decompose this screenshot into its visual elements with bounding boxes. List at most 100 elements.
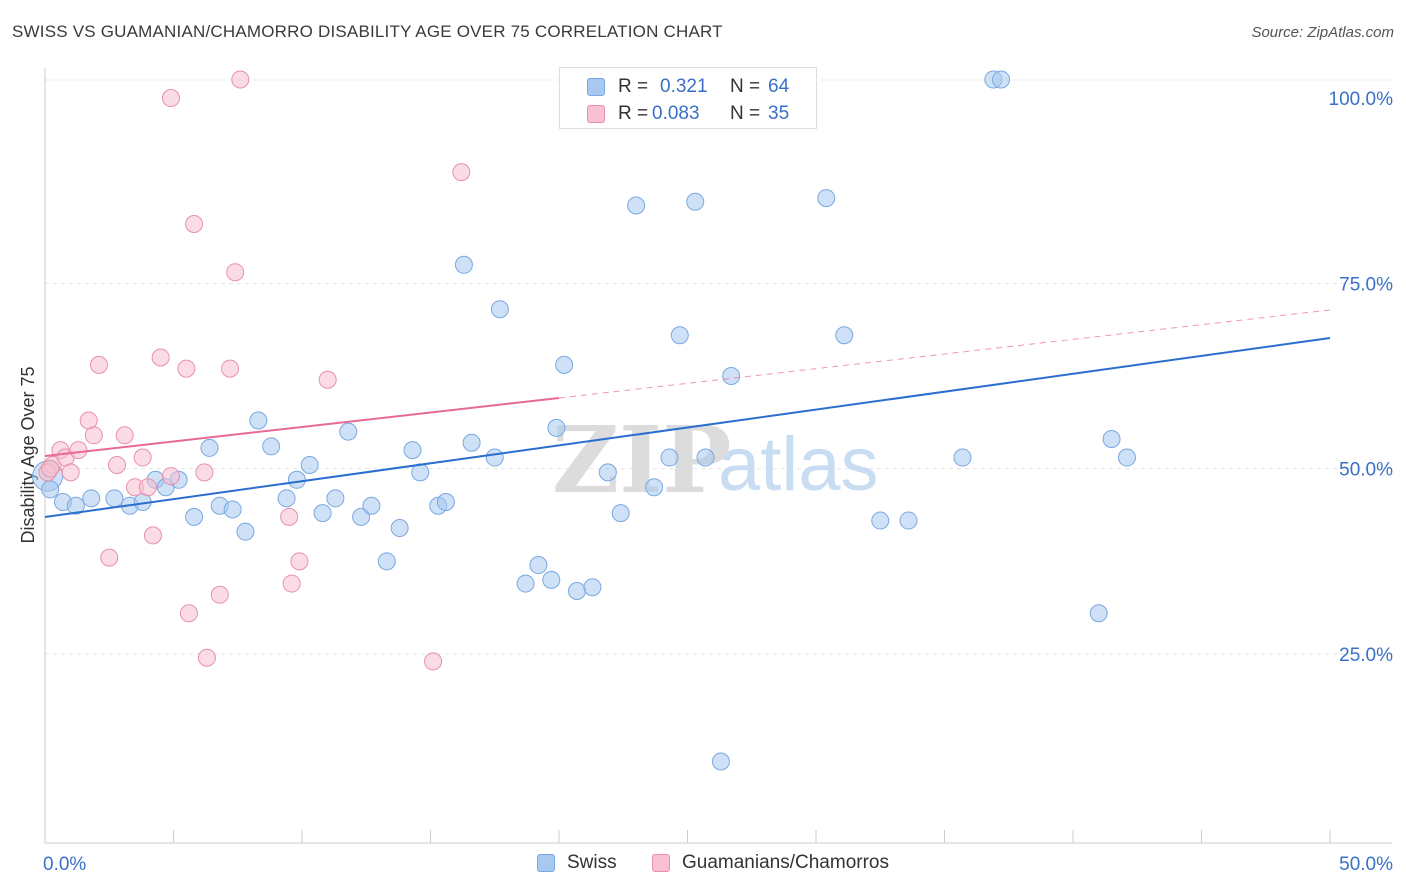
chart-title: SWISS VS GUAMANIAN/CHAMORRO DISABILITY A… bbox=[12, 22, 723, 41]
r-label: R = bbox=[618, 76, 649, 97]
swiss-point bbox=[686, 192, 705, 211]
swiss-point bbox=[567, 581, 586, 600]
swiss-point bbox=[326, 489, 345, 508]
guamanian-point bbox=[41, 459, 60, 478]
guamanian-point bbox=[143, 526, 162, 545]
swiss-point bbox=[722, 367, 741, 385]
guamanian-point bbox=[221, 359, 240, 378]
guamanian-point bbox=[424, 652, 443, 671]
stats-row-swiss: R = 0.321 N = 64 bbox=[560, 74, 816, 100]
swiss-point bbox=[660, 448, 679, 467]
y-axis-title: Disability Age Over 75 bbox=[18, 366, 38, 543]
swiss-point bbox=[485, 448, 504, 467]
swiss-point bbox=[200, 438, 219, 457]
swiss-point bbox=[992, 70, 1011, 89]
guamanian-point bbox=[84, 426, 103, 445]
swiss-point bbox=[1117, 448, 1136, 467]
legend-label-swiss: Swiss bbox=[567, 852, 617, 873]
r-value-swiss: 0.321 bbox=[660, 76, 708, 97]
guamanian-point bbox=[89, 355, 108, 374]
x-tick-label-min: 0.0% bbox=[43, 854, 86, 875]
swiss-point bbox=[817, 189, 836, 208]
swiss-point bbox=[41, 480, 60, 499]
guamanian-point bbox=[161, 467, 180, 486]
r-label: R = bbox=[618, 103, 649, 124]
y-tick-label: 100.0% bbox=[1329, 89, 1394, 110]
swiss-point bbox=[670, 326, 689, 345]
legend-swatch-guamanian bbox=[652, 854, 670, 872]
swiss-point bbox=[542, 570, 561, 589]
swiss-point bbox=[899, 511, 918, 530]
swiss-trend-line bbox=[44, 337, 1331, 518]
swiss-point bbox=[462, 433, 481, 452]
guamanian-point bbox=[179, 604, 198, 623]
guamanian-point bbox=[61, 463, 80, 482]
swiss-point bbox=[287, 470, 306, 489]
stats-legend: R = 0.321 N = 64 R = 0.083 N = 35 bbox=[559, 67, 817, 129]
swiss-point bbox=[516, 574, 535, 593]
guamanian-point bbox=[69, 441, 88, 460]
n-label: N = bbox=[730, 103, 761, 124]
swiss-point bbox=[352, 507, 371, 526]
swiss-point bbox=[529, 556, 548, 575]
swiss-point bbox=[645, 478, 664, 497]
swiss-point bbox=[262, 437, 281, 456]
swiss-point bbox=[377, 552, 396, 571]
guamanian-trend-line bbox=[44, 397, 560, 457]
watermark-atlas: atlas bbox=[718, 422, 879, 507]
legend-label-guamanian: Guamanians/Chamorros bbox=[682, 852, 889, 873]
guamanian-point bbox=[100, 548, 119, 567]
guamanian-point bbox=[318, 370, 337, 389]
guamanian-point bbox=[452, 163, 471, 182]
swiss-point bbox=[339, 422, 358, 441]
n-value-swiss: 64 bbox=[768, 76, 790, 97]
x-tick-label-max: 50.0% bbox=[1339, 854, 1393, 875]
y-tick-label: 25.0% bbox=[1339, 645, 1393, 666]
guamanian-point bbox=[195, 463, 214, 482]
swiss-point bbox=[82, 489, 101, 508]
swiss-point bbox=[1102, 430, 1121, 449]
guamanian-point bbox=[161, 89, 180, 107]
swiss-point bbox=[105, 489, 124, 508]
swiss-point bbox=[236, 522, 255, 541]
swiss-point bbox=[953, 448, 972, 467]
swiss-point bbox=[185, 507, 204, 526]
swiss-point bbox=[277, 489, 296, 508]
guamanian-point bbox=[226, 263, 245, 282]
bottom-legend: Swiss Guamanians/Chamorros bbox=[0, 852, 1406, 878]
guamanian-point bbox=[231, 70, 250, 89]
guamanian-point bbox=[107, 455, 126, 474]
swiss-point bbox=[454, 255, 473, 274]
swiss-point bbox=[835, 326, 854, 345]
guamanian-point bbox=[115, 426, 134, 445]
swiss-point bbox=[66, 496, 85, 515]
guamanian-point bbox=[197, 648, 216, 667]
swiss-point bbox=[871, 511, 890, 530]
swiss-point bbox=[1089, 604, 1108, 623]
stats-row-guamanian: R = 0.083 N = 35 bbox=[560, 101, 816, 127]
stats-swatch-swiss bbox=[587, 78, 605, 96]
swiss-point bbox=[249, 411, 268, 430]
guamanian-trend-line-extension bbox=[558, 309, 1331, 399]
n-value-guamanian: 35 bbox=[768, 103, 790, 124]
swiss-point bbox=[611, 504, 630, 523]
swiss-point bbox=[436, 493, 455, 512]
swiss-point bbox=[711, 752, 730, 771]
swiss-point bbox=[598, 463, 617, 482]
guamanian-point bbox=[151, 348, 170, 367]
legend-item-guamanian: Guamanians/Chamorros bbox=[652, 852, 889, 874]
swiss-point bbox=[696, 448, 715, 467]
guamanian-point bbox=[138, 478, 157, 497]
swiss-point bbox=[555, 355, 574, 374]
swiss-point bbox=[583, 578, 602, 597]
guamanian-point bbox=[290, 552, 309, 571]
y-tick-label: 50.0% bbox=[1339, 460, 1393, 481]
swiss-point bbox=[390, 518, 409, 537]
swiss-point bbox=[362, 496, 381, 515]
guamanian-point bbox=[210, 585, 229, 604]
swiss-point bbox=[313, 504, 332, 523]
legend-item-swiss: Swiss bbox=[537, 852, 617, 874]
n-label: N = bbox=[730, 76, 761, 97]
swiss-point bbox=[627, 196, 646, 215]
